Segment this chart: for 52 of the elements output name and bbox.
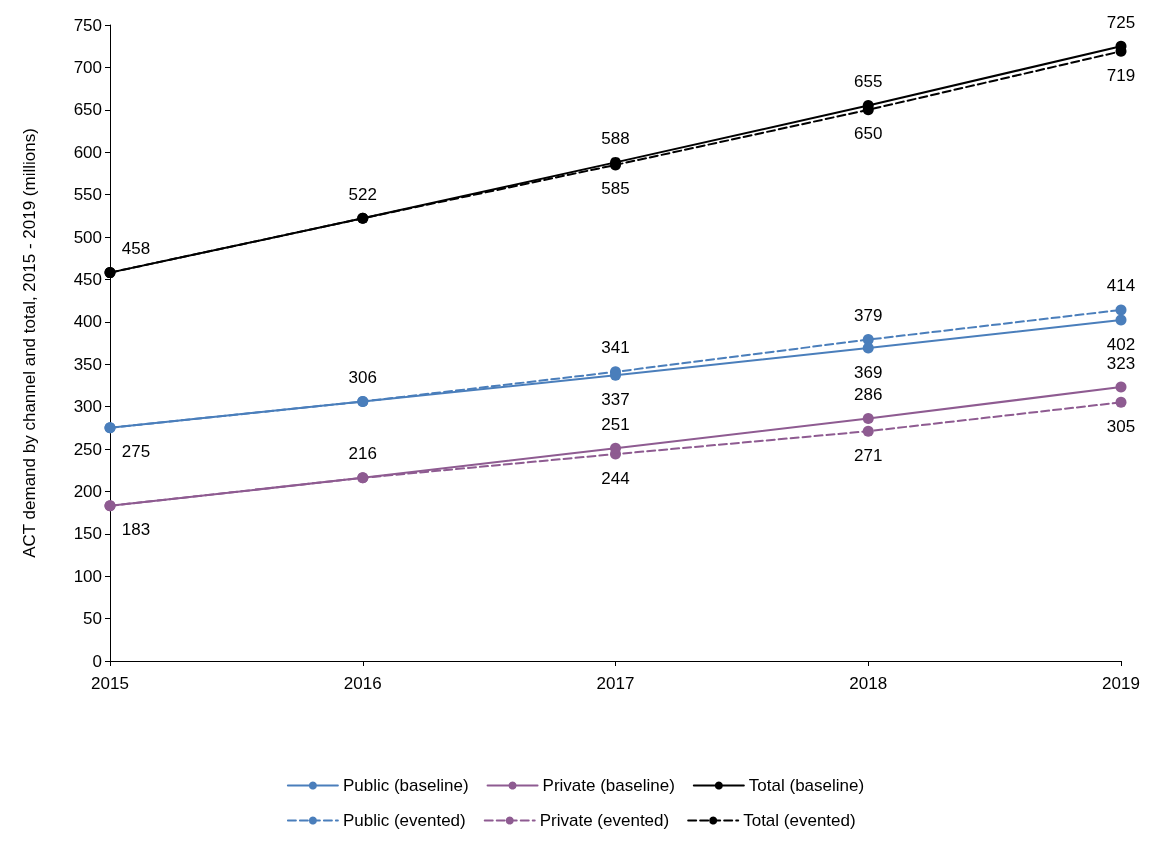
x-tick-label: 2017	[596, 674, 635, 693]
y-tick-label: 650	[73, 100, 102, 120]
data-label: 271	[854, 445, 883, 465]
legend-label: Private (baseline)	[542, 776, 675, 795]
data-label: 306	[348, 368, 377, 388]
data-label: 725	[1106, 12, 1136, 32]
data-label: 402	[1106, 334, 1136, 354]
legend-label: Private (evented)	[539, 811, 670, 830]
y-tick-label: 500	[73, 227, 102, 247]
data-label: 585	[601, 179, 630, 199]
data-label: 655	[854, 72, 883, 92]
data-label: 522	[348, 184, 377, 204]
legend-label: Public (evented)	[342, 811, 466, 830]
data-label: 216	[348, 444, 377, 464]
x-tick-label: 2019	[1102, 674, 1140, 693]
y-tick-label: 450	[73, 269, 102, 289]
legend-label: Total (baseline)	[748, 776, 865, 795]
data-label: 251	[601, 414, 630, 434]
data-label: 337	[601, 389, 630, 409]
y-tick-label: 600	[73, 142, 102, 162]
data-label: 414	[1106, 276, 1136, 296]
y-tick-label: 350	[73, 354, 102, 374]
data-label: 650	[854, 124, 883, 144]
y-tick-label: 150	[73, 524, 102, 544]
data-label: 379	[854, 306, 883, 326]
x-tick-label: 2015	[91, 674, 129, 693]
legend-label: Total (evented)	[743, 811, 856, 830]
data-label: 369	[854, 362, 883, 382]
y-tick-label: 400	[73, 312, 102, 332]
x-tick-label: 2016	[343, 674, 382, 693]
data-label: 286	[854, 384, 883, 404]
y-axis-title: ACT demand by channel and total, 2015 - 2019 (millions)	[20, 128, 39, 558]
data-label: 719	[1106, 65, 1136, 85]
data-label: 275	[121, 442, 151, 462]
y-tick-label: 250	[73, 439, 102, 459]
data-label: 458	[121, 239, 151, 259]
legend-label: Public (baseline)	[342, 776, 469, 795]
y-tick-label: 750	[73, 15, 102, 35]
y-tick-label: 100	[73, 566, 102, 586]
y-tick-label: 50	[83, 609, 102, 629]
data-label: 305	[1106, 416, 1136, 436]
y-tick-label: 300	[73, 397, 102, 417]
data-label: 244	[601, 468, 630, 488]
data-label: 323	[1106, 353, 1136, 373]
y-tick-label: 0	[92, 651, 102, 671]
y-tick-label: 700	[73, 57, 102, 77]
x-tick-label: 2018	[849, 674, 888, 693]
data-label: 183	[121, 520, 151, 540]
data-label: 588	[601, 128, 630, 148]
y-tick-label: 550	[73, 185, 102, 205]
y-tick-label: 200	[73, 481, 102, 501]
data-label: 341	[601, 338, 630, 358]
